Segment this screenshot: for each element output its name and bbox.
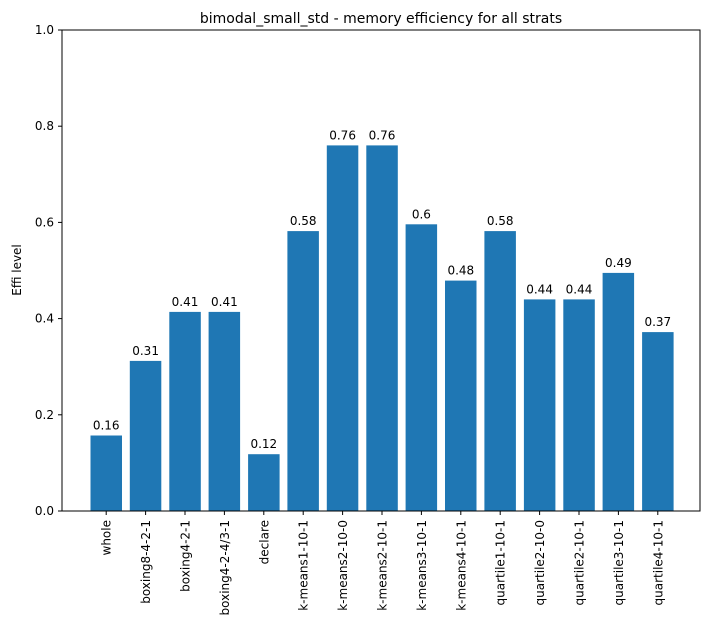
- x-tick-label: declare: [257, 520, 271, 564]
- chart-title: bimodal_small_std - memory efficiency fo…: [200, 11, 562, 27]
- bar-value-label: 0.41: [172, 295, 199, 309]
- x-tick-label: quartile1-10-1: [494, 520, 508, 605]
- bar-value-label: 0.58: [290, 214, 317, 228]
- bar: [208, 311, 241, 511]
- bar-value-label: 0.76: [329, 128, 356, 142]
- y-tick-label: 0.6: [35, 215, 54, 229]
- x-axis: whole boxing8-4-2-1 boxing4-2-1 boxing4-2-4…: [100, 511, 665, 615]
- x-tick-label: whole: [100, 520, 114, 555]
- x-tick-label: boxing4-2-1: [179, 520, 193, 592]
- bar-value-label: 0.12: [250, 437, 277, 451]
- y-tick-label: 0.2: [35, 408, 54, 422]
- x-tick-label: k-means2-10-1: [376, 520, 390, 611]
- bars: [90, 145, 674, 512]
- bar: [287, 231, 319, 511]
- x-tick-label: k-means2-10-0: [336, 520, 350, 611]
- y-tick-label: 0.4: [35, 312, 54, 326]
- bar-value-label: 0.58: [487, 214, 514, 228]
- x-tick-label: k-means4-10-1: [454, 520, 468, 611]
- y-tick-label: 0.8: [35, 119, 54, 133]
- bar-value-label: 0.16: [93, 419, 120, 433]
- plot-frame: [61, 29, 701, 512]
- bar-value-label: 0.44: [526, 282, 553, 296]
- bar-value-label: 0.31: [132, 344, 159, 358]
- bar: [405, 224, 438, 512]
- bar-value-label: 0.44: [566, 282, 593, 296]
- bar-value-label: 0.48: [447, 264, 474, 278]
- bar-value-label: 0.49: [605, 256, 632, 270]
- bar: [602, 272, 635, 511]
- bar-value-label: 0.37: [644, 315, 671, 329]
- bar: [484, 231, 516, 511]
- y-tick-label: 0.0: [35, 504, 54, 518]
- x-tick-label: k-means1-10-1: [297, 520, 311, 611]
- x-tick-label: quartile2-10-1: [573, 520, 587, 605]
- bar: [90, 435, 122, 511]
- x-tick-label: k-means3-10-1: [415, 520, 429, 611]
- x-tick-label: quartile4-10-1: [651, 520, 665, 605]
- y-tick-label: 1.0: [35, 23, 54, 37]
- value-labels: 0.16 0.31 0.41 0.41 0.12 0.58 0.76 0.76 0.6 0.48 0…: [93, 128, 671, 451]
- bar: [523, 299, 556, 511]
- x-tick-label: boxing8-4-2-1: [139, 520, 153, 604]
- bar: [248, 454, 280, 511]
- bar: [326, 145, 359, 511]
- bar: [366, 145, 398, 511]
- bar: [129, 360, 162, 511]
- bar: [169, 311, 201, 511]
- bar-value-label: 0.76: [369, 128, 396, 142]
- bar-value-label: 0.6: [412, 207, 431, 221]
- bar: [445, 280, 477, 511]
- bar: [642, 332, 674, 511]
- y-axis-label: Effi level: [10, 244, 24, 296]
- bar: [563, 299, 595, 511]
- y-axis: 0.0 0.2 0.4 0.6 0.8 1.0: [35, 23, 62, 518]
- x-tick-label: quartile2-10-0: [533, 520, 547, 605]
- x-tick-label: boxing4-2-4/3-1: [218, 520, 232, 615]
- x-tick-label: quartile3-10-1: [612, 520, 626, 605]
- bar-value-label: 0.41: [211, 295, 238, 309]
